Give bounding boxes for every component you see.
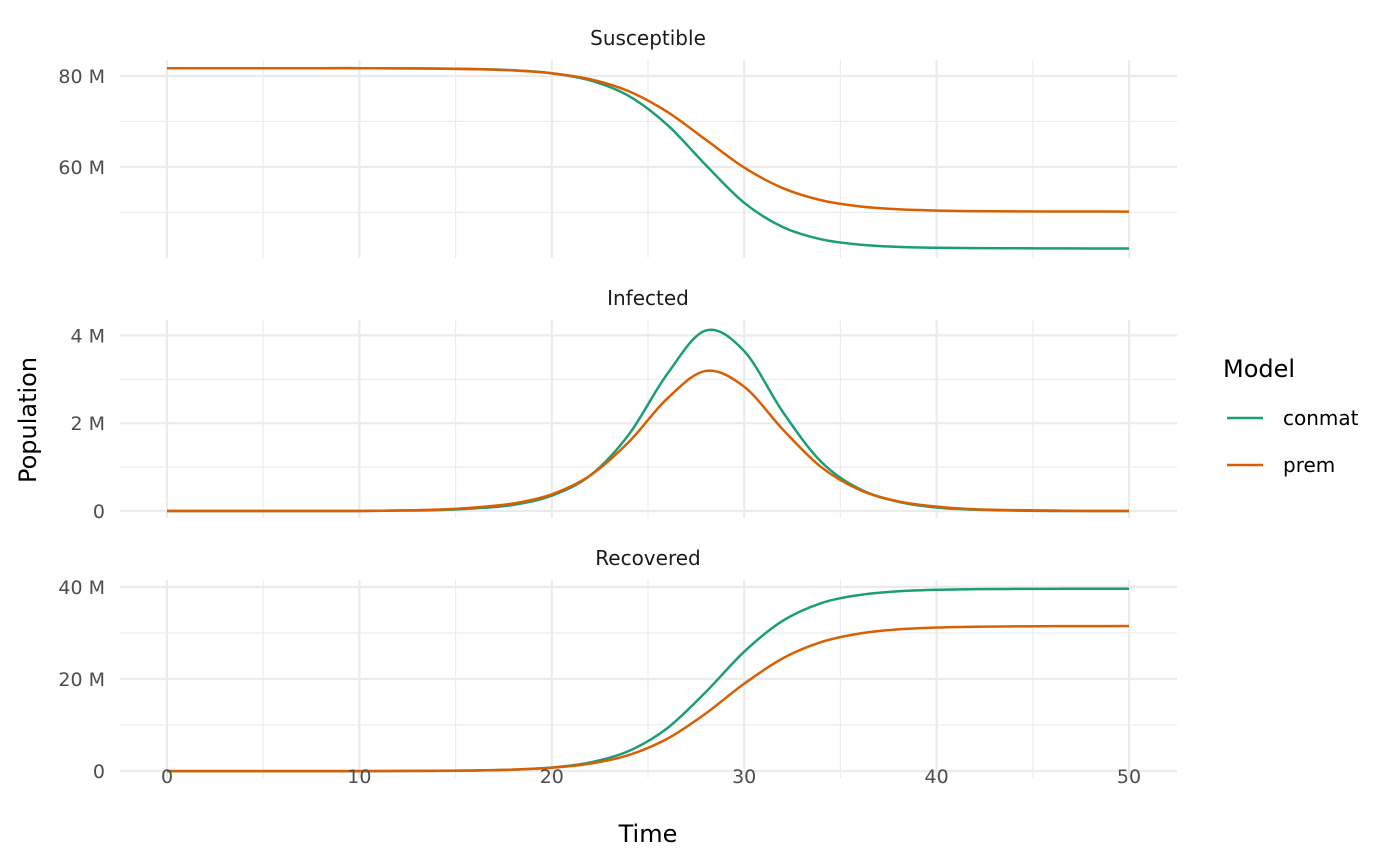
y-tick-label: 4 M	[70, 325, 105, 347]
x-axis: 0 10 20 30 40 50	[161, 766, 1141, 788]
legend-label-conmat: conmat	[1283, 406, 1359, 430]
facet-panels: Susceptible 60 M 80 M Infected 0 2 M 4 M Recove…	[58, 26, 1177, 783]
panel-infected: Infected 0 2 M 4 M	[70, 286, 1177, 523]
x-tick-label: 0	[161, 766, 173, 788]
y-tick-label: 80 M	[58, 66, 105, 88]
legend: Model conmat prem	[1223, 355, 1359, 477]
y-tick-label: 40 M	[58, 577, 105, 599]
panel-susceptible: Susceptible 60 M 80 M	[58, 26, 1177, 258]
legend-title: Model	[1223, 355, 1295, 383]
series-line-prem	[167, 369, 1130, 513]
series-line-prem	[167, 624, 1130, 773]
panel-title: Susceptible	[590, 26, 706, 50]
y-tick-label: 20 M	[58, 669, 105, 691]
legend-label-prem: prem	[1283, 453, 1335, 477]
x-tick-label: 50	[1117, 766, 1141, 788]
x-axis-title: Time	[618, 820, 678, 848]
y-tick-label: 0	[93, 501, 105, 523]
x-tick-label: 30	[732, 766, 756, 788]
y-tick-label: 0	[93, 761, 105, 783]
series-line-prem	[167, 66, 1130, 213]
x-tick-label: 10	[347, 766, 371, 788]
x-tick-label: 20	[540, 766, 564, 788]
panel-recovered: Recovered 0 20 M 40 M	[58, 546, 1177, 783]
x-tick-label: 40	[925, 766, 949, 788]
y-tick-label: 2 M	[70, 413, 105, 435]
panel-title: Infected	[607, 286, 689, 310]
y-axis-title: Population	[14, 357, 42, 483]
y-tick-label: 60 M	[58, 157, 105, 179]
panel-title: Recovered	[595, 546, 700, 570]
